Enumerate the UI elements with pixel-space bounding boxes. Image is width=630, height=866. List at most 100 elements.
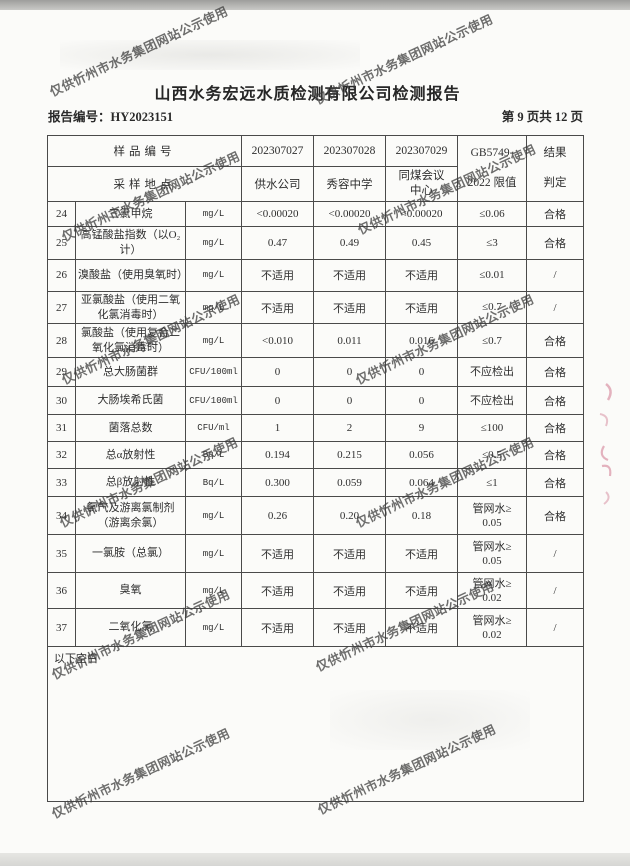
header-limit-label: GB5749- 2022 限值 — [457, 135, 528, 202]
cell-value-2: 2 — [313, 414, 387, 443]
parameter-row: 26 溴酸盐（使用臭氧时） mg/L 不适用 不适用 不适用 ≤0.01/ — [47, 258, 585, 292]
cell-value-2: 0.059 — [313, 468, 387, 498]
cell-limit: ≤0.06 — [457, 201, 528, 227]
parameter-row: 34 氯气及游离氯制剂（游离余氯） mg/L 0.26 0.20 0.18 管网水≥ 0.0… — [47, 496, 585, 536]
cell-row-number: 25 — [47, 226, 76, 260]
cell-value-2: 0.215 — [313, 441, 387, 470]
scan-noise — [60, 40, 360, 70]
cell-value-2: 0.011 — [313, 323, 387, 359]
cell-parameter-name: 总大肠菌群 — [75, 357, 186, 388]
cell-value-1: 不适用 — [241, 572, 315, 610]
cell-parameter-name: 氯酸盐（使用复合二氧化氯消毒时） — [75, 323, 186, 359]
cell-value-2: 不适用 — [313, 290, 387, 325]
cell-limit: ≤1 — [457, 468, 528, 498]
cell-unit: mg/L — [184, 534, 243, 574]
cell-unit: mg/L — [184, 290, 243, 325]
cell-unit: mg/L — [184, 323, 243, 359]
cell-unit: Bq/L — [184, 441, 243, 470]
cell-unit: CFU/100ml — [184, 386, 243, 416]
water-quality-results-table: 样品编号 202307027 202307028 202307029 GB574… — [46, 135, 585, 803]
cell-value-1: 0.300 — [241, 468, 315, 498]
parameter-row: 24 三氯甲烷 mg/L <0.00020 <0.00020 <0.00020 ≤0.06 合… — [47, 201, 585, 227]
parameter-row: 29 总大肠菌群 CFU/100ml 0 0 0 不应检出 合格 — [47, 357, 585, 388]
cell-result: / — [526, 608, 585, 648]
parameter-row: 25 高锰酸盐指数（以O₂计） mg/L 0.47 0.49 0.45 ≤3 合格 — [47, 226, 585, 260]
cell-row-number: 32 — [47, 441, 76, 470]
parameter-row: 37 二氧化氯 mg/L 不适用 不适用 不适用 管网水≥ 0.02/ — [47, 608, 585, 648]
cell-row-number: 34 — [47, 496, 76, 536]
cell-result: 合格 — [526, 468, 585, 498]
header-location-label: 采样地点 — [46, 166, 243, 202]
parameter-row: 28 氯酸盐（使用复合二氧化氯消毒时） mg/L <0.010 0.011 0.016 ≤0… — [47, 323, 585, 359]
cell-value-2: 0.20 — [313, 496, 387, 536]
cell-result: 合格 — [526, 496, 585, 536]
cell-value-2: 0 — [313, 357, 387, 388]
cell-parameter-name: 菌落总数 — [75, 414, 186, 443]
cell-parameter-name: 大肠埃希氏菌 — [75, 386, 186, 416]
cell-value-1: 0 — [241, 386, 315, 416]
cell-unit: mg/L — [184, 572, 243, 610]
cell-parameter-name: 臭氧 — [75, 572, 186, 610]
cell-value-3: 不适用 — [385, 608, 459, 648]
cell-limit: 管网水≥ 0.05 — [457, 534, 528, 574]
cell-value-2: <0.00020 — [313, 201, 387, 227]
cell-result: 合格 — [526, 414, 585, 443]
cell-limit: ≤0.7 — [457, 290, 528, 325]
cell-parameter-name: 高锰酸盐指数（以O₂计） — [75, 226, 186, 260]
cell-value-3: 0.056 — [385, 441, 459, 470]
parameter-row: 36 臭氧 mg/L 不适用 不适用 不适用 管网水≥ 0.02/ — [47, 572, 585, 610]
cell-value-1: 1 — [241, 414, 315, 443]
header-sample-id-1: 202307027 — [241, 135, 315, 167]
cell-value-3: 不适用 — [385, 534, 459, 574]
parameter-row: 33 总β放射性 Bq/L 0.300 0.059 0.064 ≤1 合格 — [47, 468, 585, 498]
header-sample-id-label: 样品编号 — [46, 135, 243, 167]
cell-row-number: 37 — [47, 608, 76, 648]
cell-value-1: 0.47 — [241, 226, 315, 260]
report-number: 报告编号：HY2023151 — [48, 110, 174, 124]
red-seal-fragment — [599, 383, 612, 505]
cell-value-1: <0.00020 — [241, 201, 315, 227]
parameter-row: 27 亚氯酸盐（使用二氧化氯消毒时） mg/L 不适用 不适用 不适用 ≤0.7/ — [47, 290, 585, 325]
cell-value-1: 0 — [241, 357, 315, 388]
cell-result: 合格 — [526, 386, 585, 416]
cell-value-2: 不适用 — [313, 572, 387, 610]
header-sample-id-3: 202307029 — [385, 135, 459, 167]
cell-parameter-name: 二氧化氯 — [75, 608, 186, 648]
header-result-label: 结果 判定 — [526, 135, 585, 202]
cell-limit: ≤3 — [457, 226, 528, 260]
cell-row-number: 33 — [47, 468, 76, 498]
cell-value-3: 0.064 — [385, 468, 459, 498]
cell-row-number: 30 — [47, 386, 76, 416]
parameter-row: 35 一氯胺（总氯） mg/L 不适用 不适用 不适用 管网水≥ 0.05/ — [47, 534, 585, 574]
cell-row-number: 29 — [47, 357, 76, 388]
cell-parameter-name: 一氯胺（总氯） — [75, 534, 186, 574]
report-title: 山西水务宏远水质检测有限公司检测报告 — [154, 86, 461, 103]
cell-value-2: 0 — [313, 386, 387, 416]
cell-unit: mg/L — [184, 608, 243, 648]
cell-result: 合格 — [526, 226, 585, 260]
cell-result: / — [526, 534, 585, 574]
cell-row-number: 24 — [47, 201, 76, 227]
cell-value-2: 不适用 — [313, 258, 387, 292]
cell-value-1: 不适用 — [241, 534, 315, 574]
blank-below-note: 以下空白 — [46, 646, 585, 803]
cell-result: 合格 — [526, 201, 585, 227]
cell-result: 合格 — [526, 357, 585, 388]
parameter-row: 30 大肠埃希氏菌 CFU/100ml 0 0 0 不应检出 合格 — [47, 386, 585, 416]
scan-edge-bottom — [0, 853, 630, 866]
cell-unit: mg/L — [184, 258, 243, 292]
cell-value-3: 0 — [385, 357, 459, 388]
cell-value-2: 不适用 — [313, 534, 387, 574]
cell-parameter-name: 三氯甲烷 — [75, 201, 186, 227]
cell-value-3: 0.016 — [385, 323, 459, 359]
cell-value-3: 不适用 — [385, 572, 459, 610]
cell-value-2: 不适用 — [313, 608, 387, 648]
cell-value-3: 0 — [385, 386, 459, 416]
table-header-row-sample-id: 样品编号 202307027 202307028 202307029 GB574… — [46, 135, 585, 202]
cell-limit: ≤100 — [457, 414, 528, 443]
cell-parameter-name: 总β放射性 — [75, 468, 186, 498]
cell-result: / — [526, 572, 585, 610]
cell-result: / — [526, 258, 585, 292]
cell-limit: 管网水≥ 0.05 — [457, 496, 528, 536]
